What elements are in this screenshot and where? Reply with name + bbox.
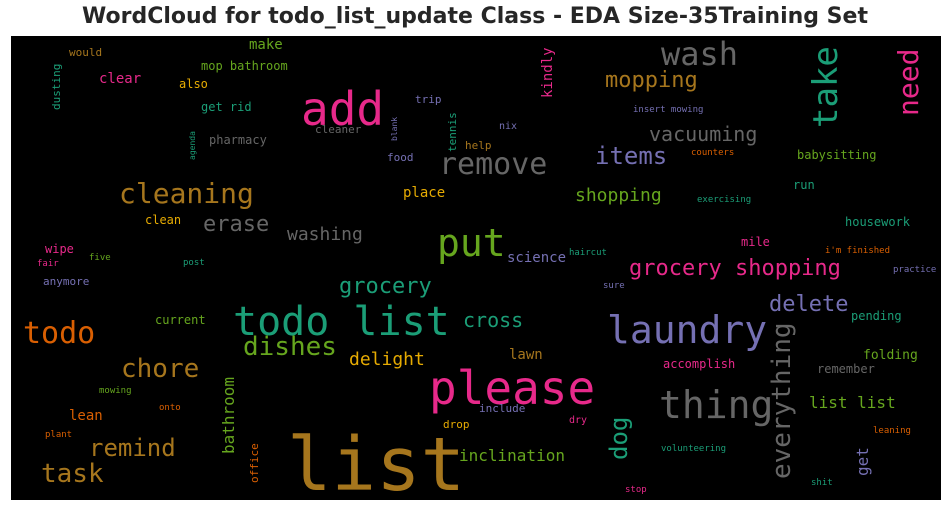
word-grocery: grocery (339, 274, 432, 299)
word-items: items (595, 142, 668, 170)
word-everything: everything (767, 322, 797, 479)
word-cross: cross (463, 308, 524, 332)
word-vacuuming: vacuuming (649, 122, 758, 146)
word-clean: clean (145, 213, 182, 227)
word-shopping: shopping (575, 185, 662, 206)
word-onto: onto (159, 403, 181, 413)
word-kindly: kindly (540, 47, 556, 98)
word-current: current (155, 313, 206, 327)
word-delight: delight (349, 349, 425, 370)
word-mile: mile (741, 235, 770, 249)
word-practice: practice (893, 265, 937, 275)
word-get: get (853, 447, 872, 476)
word-agenda: agenda (188, 131, 197, 160)
word-please: please (429, 361, 596, 415)
word-make: make (249, 37, 283, 53)
word-also: also (179, 77, 208, 91)
word-dusting: dusting (50, 63, 63, 110)
word-pharmacy: pharmacy (209, 133, 267, 147)
word-run: run (793, 178, 815, 192)
word-inclination: inclination (459, 446, 565, 465)
word-anymore: anymore (43, 275, 90, 288)
word-nix: nix (499, 121, 518, 132)
word-grocery-shopping: grocery shopping (629, 256, 841, 281)
word-list: list (287, 422, 466, 500)
word-clear: clear (99, 71, 142, 87)
word-lawn: lawn (509, 347, 543, 363)
word-mowing: mowing (99, 386, 132, 396)
word-wash: wash (661, 36, 739, 73)
word-office: office (248, 443, 261, 483)
word-thing: thing (659, 383, 774, 427)
word-dishes: dishes (243, 332, 337, 362)
word-drop: drop (443, 418, 470, 431)
word-get-rid: get rid (201, 100, 252, 114)
word-science: science (507, 250, 567, 266)
word-counters: counters (691, 148, 735, 158)
word-put: put (437, 221, 506, 265)
word-list-list: list list (809, 393, 896, 412)
word-include: include (479, 402, 526, 415)
word-housework: housework (845, 215, 911, 229)
word-food: food (387, 151, 414, 164)
word-exercising: exercising (697, 195, 752, 205)
word-mop-bathroom: mop bathroom (201, 59, 288, 73)
word-sure: sure (603, 281, 625, 291)
word-post: post (183, 258, 205, 268)
chart-title: WordCloud for todo_list_update Class - E… (82, 4, 868, 29)
word-i-m-finished: i'm finished (825, 246, 891, 256)
word-need: need (892, 48, 925, 116)
word-insert-mowing: insert mowing (633, 105, 704, 115)
word-shit: shit (811, 478, 833, 488)
word-remove: remove (439, 147, 548, 182)
word-help: help (465, 139, 492, 152)
word-laundry: laundry (607, 308, 768, 352)
word-chore: chore (121, 354, 200, 384)
word-stop: stop (625, 485, 647, 495)
word-plant: plant (45, 430, 73, 440)
word-place: place (403, 185, 446, 201)
word-folding: folding (863, 348, 918, 363)
word-haircut: haircut (569, 248, 607, 258)
word-dry: dry (569, 415, 588, 426)
word-blank: blank (390, 116, 399, 141)
word-cleaning: cleaning (119, 177, 254, 210)
word-trip: trip (415, 93, 442, 106)
word-todo-list: todo list (233, 299, 450, 345)
word-wipe: wipe (45, 242, 74, 256)
word-pending: pending (851, 309, 902, 323)
word-dog: dog (605, 416, 633, 460)
word-five: five (89, 253, 111, 263)
word-washing: washing (287, 224, 363, 245)
word-todo: todo (23, 316, 96, 351)
wordcloud-canvas: list todo list please add laundry put thing was… (11, 36, 941, 500)
word-delete: delete (769, 292, 849, 317)
word-fair: fair (37, 259, 59, 269)
word-bathroom: bathroom (219, 376, 238, 454)
word-accomplish: accomplish (663, 357, 736, 371)
word-volunteering: volunteering (661, 444, 727, 454)
word-remember: remember (817, 362, 875, 376)
word-leaning: leaning (873, 426, 911, 436)
word-cleaner: cleaner (315, 123, 362, 136)
word-would: would (69, 46, 103, 59)
word-erase: erase (203, 212, 270, 237)
word-lean: lean (69, 408, 103, 424)
word-remind: remind (89, 434, 176, 462)
word-add: add (301, 82, 385, 136)
word-take: take (806, 46, 846, 128)
word-task: task (41, 459, 104, 489)
word-babysitting: babysitting (797, 148, 877, 162)
word-tennis: tennis (446, 112, 459, 152)
word-mopping: mopping (605, 68, 698, 93)
